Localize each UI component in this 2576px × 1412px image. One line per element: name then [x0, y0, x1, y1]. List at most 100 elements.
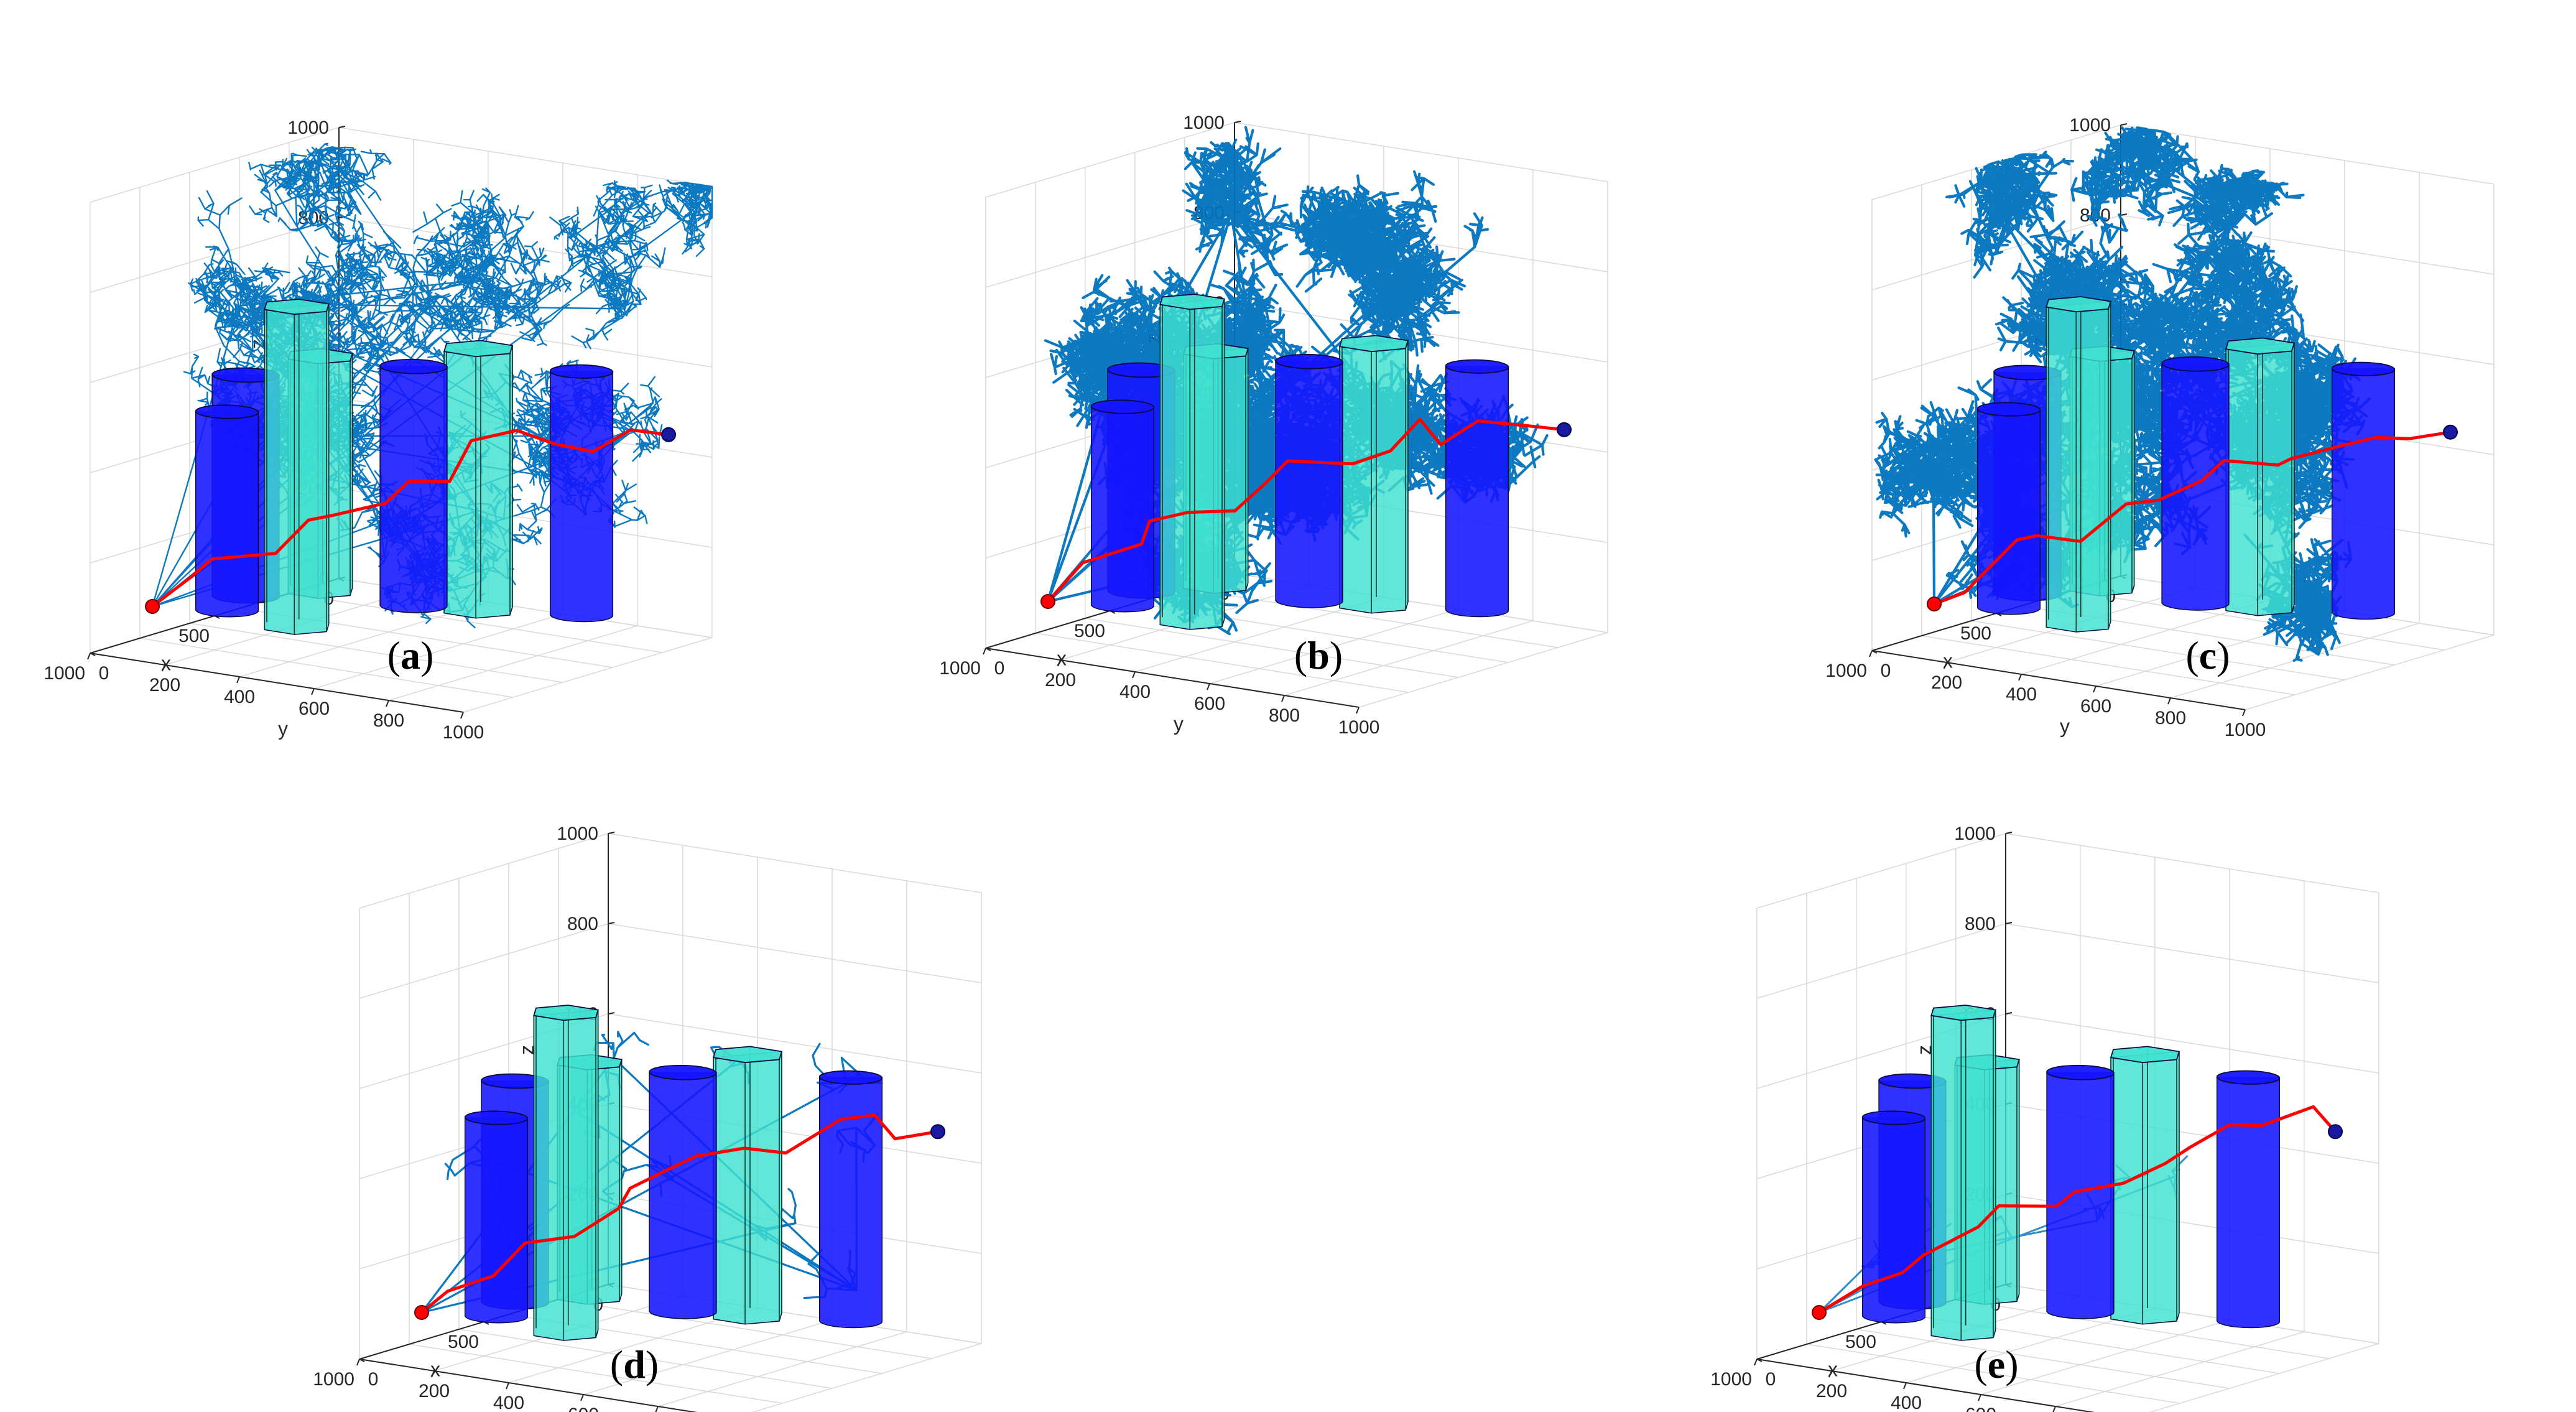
- panel-a-y-tick: [162, 664, 165, 672]
- panel-a-obstacle-hex-1: [443, 340, 514, 619]
- panel-b-y-tick-label: 1000: [1338, 717, 1380, 738]
- panel-a-y-tick: [311, 688, 315, 695]
- panel-b-obstacle-hex-6: [1159, 294, 1225, 630]
- panel-b-y-tick-label: 400: [1119, 682, 1151, 702]
- panel-e-planned-path: [1818, 1105, 2337, 1314]
- panel-a-z-tick-label: 1000: [287, 118, 329, 138]
- panel-d-z-tick: [608, 922, 615, 924]
- panel-b-z-tick: [1234, 121, 1241, 123]
- panel-c-start-marker: [1927, 597, 1942, 611]
- panel-e-wall-grid: [1756, 923, 2006, 999]
- panel-c-obstacle-body: [2331, 368, 2396, 620]
- panel-a: 0200400600800100005001000020040060080010…: [44, 118, 713, 743]
- panel-a-x-tick-label: 1000: [44, 663, 85, 684]
- panel-b-obstacle-body: [1445, 366, 1509, 618]
- panel-b-floor-grid: [1209, 608, 1459, 684]
- panel-c-obstacle-top: [2225, 337, 2296, 355]
- panel-c-label: (c): [2185, 633, 2230, 677]
- panel-d-obstacle-hex-1: [712, 1046, 783, 1325]
- panel-c-obstacle-top: [1976, 402, 2041, 417]
- panel-d-obstacle-top: [533, 1005, 599, 1021]
- panel-b-obstacle-top: [1275, 353, 1343, 369]
- panel-e-start-marker: [1812, 1305, 1827, 1320]
- panel-c-y-tick-label: 800: [2155, 708, 2186, 728]
- panel-a-label-letter: a: [401, 633, 420, 677]
- panel-b-y-tick-label: 0: [994, 658, 1005, 679]
- panel-b-z-tick-label: 1000: [1183, 113, 1225, 133]
- panel-e-obstacle-cyl-3: [2046, 1064, 2115, 1319]
- panel-a-y-tick-label: 1000: [443, 722, 484, 743]
- panel-c-obstacle-top: [2161, 356, 2230, 372]
- panel-e: 0200400600800100005001000020040060080010…: [1710, 824, 2379, 1412]
- panel-e-y-tick-label: 200: [1816, 1381, 1847, 1401]
- panel-a-planned-path: [151, 428, 669, 608]
- panel-a-y-tick-label: 200: [149, 675, 180, 695]
- panel-a-y-tick: [386, 700, 389, 707]
- panel-a-wall-grid: [338, 127, 713, 187]
- panel-a-floor-grid: [139, 638, 514, 698]
- panel-a-wall-grid: [338, 217, 713, 277]
- panel-e-floor-grid: [1955, 1299, 2330, 1359]
- panel-c-obstacle-hex-6: [2046, 296, 2111, 633]
- panel-e-obstacle-top: [2046, 1064, 2115, 1080]
- panel-b-y-tick: [1207, 683, 1210, 690]
- panel-a-y-tick-label: 800: [373, 710, 404, 731]
- panel-e-y-tick: [2052, 1406, 2056, 1412]
- panel-e-y-axis: [1756, 1359, 2095, 1412]
- panel-e-obstacle-body: [2216, 1077, 2281, 1329]
- panel-d-obstacle-body: [533, 1009, 599, 1341]
- panel-b-y-tick: [1356, 707, 1360, 714]
- panel-c-obstacle-body: [2225, 342, 2295, 616]
- panel-c-x-tick-label: 1000: [1825, 661, 1867, 681]
- panel-a-obstacle-body: [195, 411, 259, 618]
- panel-e-wall-grid: [1756, 833, 2006, 909]
- panel-d-obstacle-body: [818, 1077, 883, 1329]
- panel-b-label-close: ): [1330, 633, 1343, 677]
- panel-a-x-tick-label: 500: [178, 626, 210, 646]
- panel-c: 0200400600800100005001000020040060080010…: [1825, 115, 2495, 740]
- panel-b-floor-grid: [1184, 588, 1559, 648]
- panel-c-y-tick-label: 600: [2080, 696, 2111, 717]
- panel-c-y-tick: [2018, 674, 2022, 681]
- panel-c-goal-marker: [2443, 424, 2458, 440]
- panel-e-x-tick-label: 1000: [1710, 1369, 1752, 1390]
- panel-a-floor-grid: [189, 623, 563, 683]
- panel-b-y-tick-label: 800: [1269, 705, 1300, 726]
- panel-a-start-marker: [145, 599, 160, 614]
- panel-b-wall-grid: [985, 212, 1235, 288]
- panel-c-y-tick-label: 0: [1881, 661, 1891, 681]
- panel-a-y-tick: [87, 653, 91, 660]
- panel-a-obstacle-hex-6: [264, 299, 330, 635]
- panel-c-wall-grid: [2120, 215, 2495, 275]
- panel-c-y-tick: [1944, 662, 1947, 669]
- panel-b-goal-marker: [1557, 422, 1572, 437]
- panel-d-obstacle-cyl-3: [649, 1064, 717, 1319]
- panel-d: 0200400600800100005001000020040060080010…: [313, 824, 982, 1412]
- panel-c-x-tick: [1871, 650, 1878, 654]
- panel-d-x-label: x: [430, 1358, 440, 1380]
- panel-d-obstacle-cyl-0: [818, 1070, 883, 1329]
- panel-b-x-tick-label: 1000: [939, 658, 981, 679]
- panel-e-z-tick-label: 1000: [1954, 824, 1996, 844]
- panel-d-floor-grid: [508, 1307, 758, 1383]
- panel-d-label-letter: d: [623, 1342, 646, 1386]
- panel-c-y-tick: [2093, 685, 2096, 693]
- panel-b-x-tick-label: 500: [1074, 621, 1105, 641]
- panel-d-z-tick: [608, 1012, 615, 1015]
- panel-c-obstacle-hex-1: [2225, 337, 2296, 616]
- panel-c-z-tick: [2120, 123, 2128, 126]
- panel-c-planned-path: [1934, 430, 2451, 606]
- panel-b-obstacle-top: [1445, 359, 1509, 374]
- panel-d-y-axis: [359, 1359, 698, 1412]
- panel-e-obstacle-body: [2110, 1051, 2180, 1325]
- panel-b-y-tick-label: 600: [1194, 694, 1225, 714]
- panel-d-label: (d): [610, 1342, 659, 1386]
- panel-e-y-tick: [1903, 1382, 1907, 1390]
- panel-d-obstacle-body: [464, 1117, 529, 1324]
- panel-d-y-tick: [356, 1359, 360, 1366]
- panel-d-obstacle-hex-6: [533, 1005, 599, 1341]
- panel-d-y-tick: [580, 1394, 584, 1401]
- panel-d-z-tick: [608, 832, 615, 834]
- panel-e-y-tick: [1828, 1370, 1832, 1378]
